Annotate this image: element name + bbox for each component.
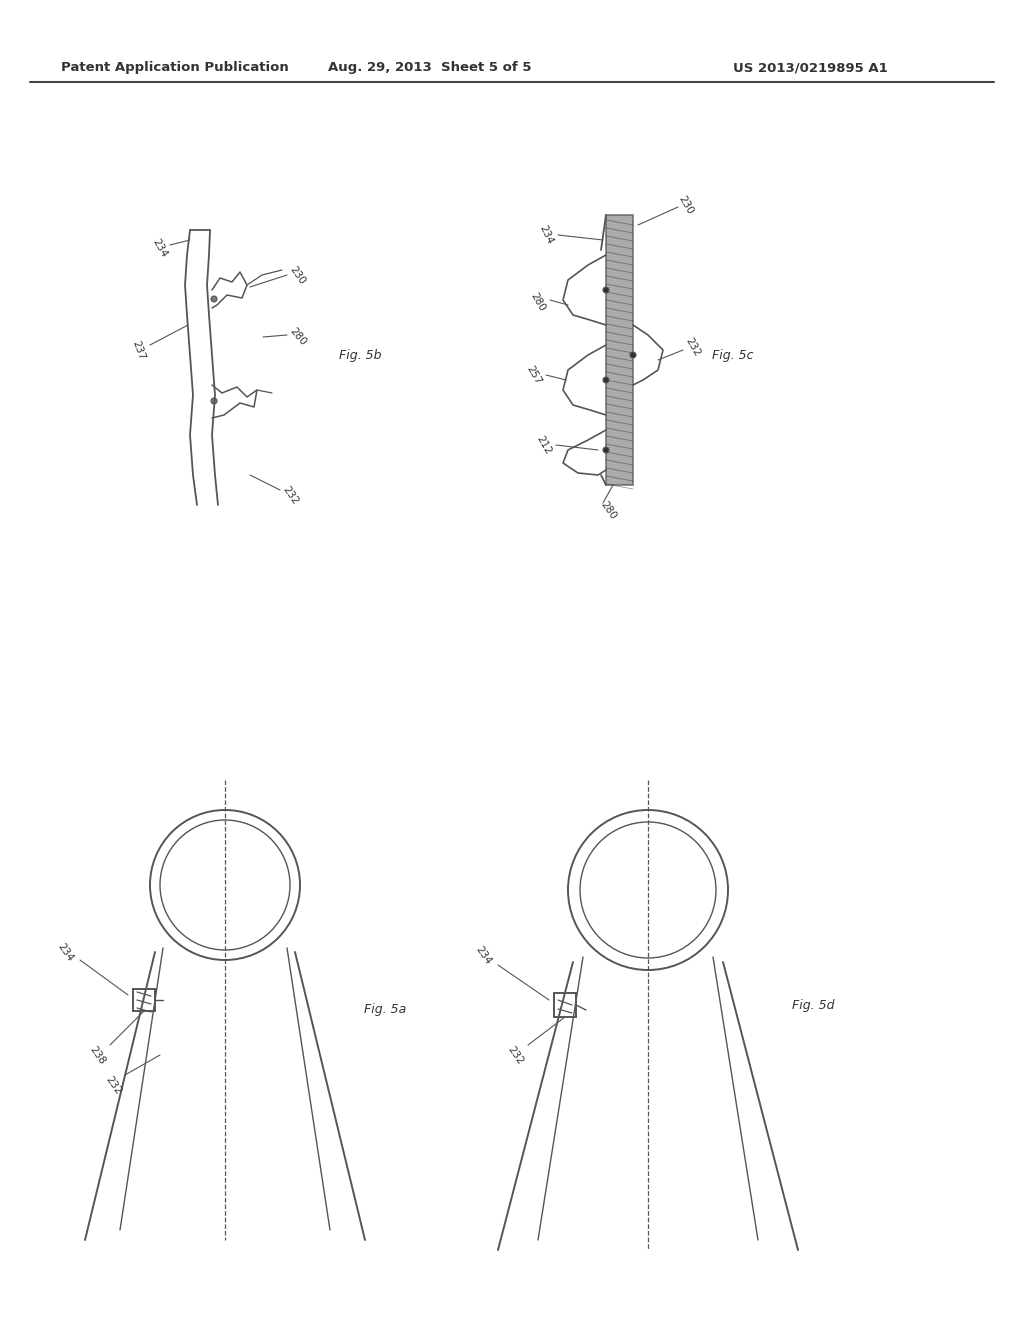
Circle shape xyxy=(603,378,609,383)
Circle shape xyxy=(211,399,217,404)
Circle shape xyxy=(211,296,217,302)
Text: 234: 234 xyxy=(55,941,75,964)
Text: 234: 234 xyxy=(151,236,169,259)
Text: 238: 238 xyxy=(87,1044,106,1067)
Text: Fig. 5a: Fig. 5a xyxy=(364,1003,407,1016)
Polygon shape xyxy=(606,215,633,484)
Text: 232: 232 xyxy=(505,1044,524,1067)
Text: 280: 280 xyxy=(288,326,308,347)
Text: 230: 230 xyxy=(677,194,695,216)
Text: 232: 232 xyxy=(684,335,702,358)
Text: 280: 280 xyxy=(598,499,617,521)
Text: Patent Application Publication: Patent Application Publication xyxy=(61,62,289,74)
Circle shape xyxy=(630,352,636,358)
Text: 232: 232 xyxy=(281,484,300,506)
Text: 237: 237 xyxy=(130,339,146,362)
Circle shape xyxy=(603,447,609,453)
Circle shape xyxy=(603,286,609,293)
Text: Fig. 5b: Fig. 5b xyxy=(339,348,381,362)
Text: Fig. 5d: Fig. 5d xyxy=(792,998,835,1011)
Text: 212: 212 xyxy=(535,434,553,457)
Text: US 2013/0219895 A1: US 2013/0219895 A1 xyxy=(732,62,888,74)
Text: 280: 280 xyxy=(528,290,547,313)
Text: 232: 232 xyxy=(103,1074,123,1096)
Text: Fig. 5c: Fig. 5c xyxy=(713,348,754,362)
Text: 230: 230 xyxy=(288,264,307,286)
Text: 234: 234 xyxy=(538,224,555,246)
Text: Aug. 29, 2013  Sheet 5 of 5: Aug. 29, 2013 Sheet 5 of 5 xyxy=(329,62,531,74)
Text: 257: 257 xyxy=(524,364,544,387)
Text: 234: 234 xyxy=(473,944,493,966)
